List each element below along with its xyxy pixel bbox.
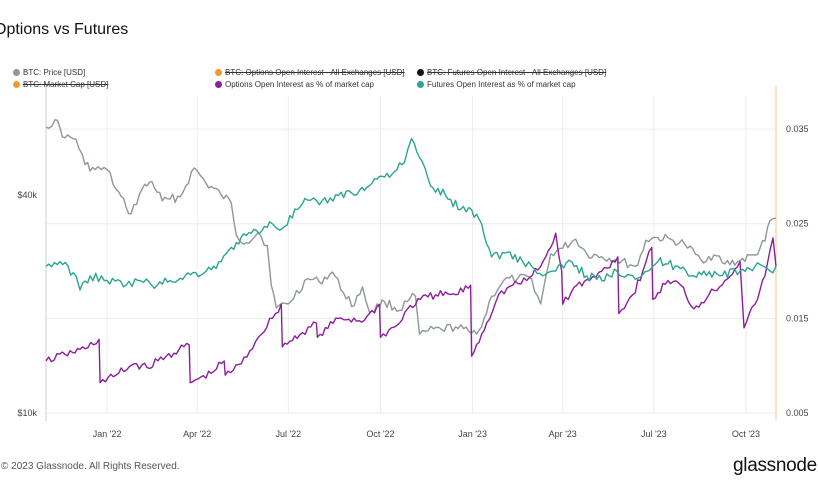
x-tick-label: Jul '23 [641,429,667,439]
legend-label: BTC: Market Cap [USD] [23,80,109,89]
right-tick-label: 0.035 [786,124,809,134]
legend-dot-icon [417,69,424,76]
x-tick-label: Jan '22 [93,429,122,439]
x-tick-label: Apr '22 [183,429,211,439]
legend-item-futures-oi[interactable]: BTC: Futures Open Interest - All Exchang… [417,68,606,77]
x-tick-label: Jan '23 [458,429,487,439]
right-tick-label: 0.005 [786,408,809,418]
legend-label: Futures Open Interest as % of market cap [427,80,576,89]
price-line [45,119,777,335]
left-tick-label: $40k [17,190,37,200]
legend-label: BTC: Futures Open Interest - All Exchang… [427,68,607,77]
legend-label: BTC: Price [USD] [23,68,86,77]
legend-item-options-pct[interactable]: Options Open Interest as % of market cap [215,80,374,89]
legend-dot-icon [13,69,20,76]
legend-label: Options Open Interest as % of market cap [225,80,374,89]
legend-dot-icon [13,81,20,88]
x-tick-label: Jul '22 [275,429,301,439]
options-pct-line [45,232,777,384]
left-tick-label: $10k [17,408,37,418]
x-tick-label: Oct '23 [732,429,760,439]
legend-dot-icon [417,81,424,88]
legend-dot-icon [215,81,222,88]
copyright-text: © 2023 Glassnode. All Rights Reserved. [1,461,180,472]
legend-item-options-oi[interactable]: BTC: Options Open Interest - All Exchang… [215,68,405,77]
x-tick-label: Apr '23 [549,429,577,439]
legend-item-futures-pct[interactable]: Futures Open Interest as % of market cap [417,80,576,89]
glassnode-logo: glassnode [733,455,817,476]
legend-item-market-cap[interactable]: BTC: Market Cap [USD] [13,80,108,89]
chart-title: Options vs Futures [0,21,129,38]
legend-label: BTC: Options Open Interest - All Exchang… [225,68,405,77]
right-tick-label: 0.015 [786,313,809,323]
right-tick-label: 0.025 [786,219,809,229]
legend-dot-icon [215,69,222,76]
legend-item-btc-price[interactable]: BTC: Price [USD] [13,68,85,77]
futures-pct-line [45,137,777,291]
x-tick-label: Oct '22 [366,429,394,439]
